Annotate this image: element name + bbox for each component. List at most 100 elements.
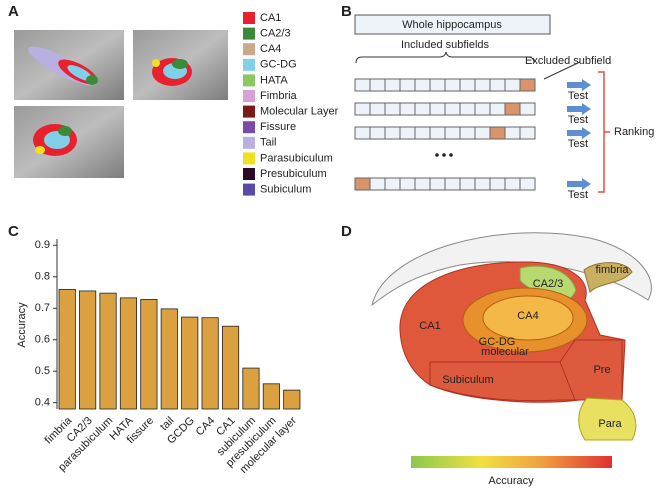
bar: [79, 290, 97, 410]
cell: [399, 78, 416, 92]
legend-swatch: [243, 121, 255, 134]
legend-swatch: [243, 136, 255, 149]
whole-box: [354, 14, 551, 35]
legend-swatch: [243, 27, 255, 40]
bar: [99, 292, 117, 410]
cell: [429, 177, 446, 191]
y-tick-label: 0.9: [35, 239, 50, 251]
legend-label: GC-DG: [260, 59, 297, 71]
whole-label: Whole hippocampus: [402, 19, 502, 31]
ranking-bracket: [598, 71, 610, 193]
bar: [119, 297, 138, 410]
legend-swatch: [243, 105, 255, 118]
panel-label: D: [341, 223, 352, 240]
cell: [444, 126, 461, 140]
cell: [504, 78, 521, 92]
y-tick-label: 0.8: [35, 271, 50, 283]
cell: [354, 126, 371, 140]
region-label: molecular: [481, 346, 529, 358]
cell: [474, 177, 491, 191]
cell: [489, 177, 506, 191]
panel-label: C: [8, 223, 19, 240]
region-label: CA1: [419, 320, 440, 332]
legend-swatch: [243, 58, 255, 71]
test-label: Test: [568, 138, 588, 150]
legend-swatch: [243, 74, 255, 87]
legend-swatch: [243, 152, 255, 165]
region-label: fimbria: [595, 264, 629, 276]
cell: [519, 126, 536, 140]
colorbar-label: Accuracy: [488, 475, 534, 487]
cell: [519, 78, 536, 92]
cell: [519, 102, 536, 116]
cell: [384, 126, 401, 140]
legend-swatch: [243, 12, 255, 24]
x-tick-label: CA4: [194, 415, 218, 439]
bar: [160, 308, 178, 410]
cell: [399, 177, 416, 191]
region-label: CA4: [517, 310, 538, 322]
cell: [459, 177, 476, 191]
arrow: [567, 79, 591, 91]
bar: [283, 389, 301, 410]
arrow: [567, 103, 591, 115]
cell: [444, 177, 461, 191]
panel-label: A: [8, 3, 19, 20]
cell: [444, 78, 461, 92]
cell: [354, 177, 371, 191]
legend-label: Fissure: [260, 121, 296, 133]
legend-swatch: [243, 90, 255, 102]
cell: [369, 102, 386, 116]
legend-label: Subiculum: [260, 184, 311, 196]
cell: [504, 177, 521, 191]
region-label: Pre: [593, 364, 610, 376]
legend-label: Fimbria: [260, 90, 298, 102]
cell: [474, 102, 491, 116]
panel-label: B: [341, 3, 352, 20]
y-tick-label: 0.4: [35, 397, 50, 409]
bar: [221, 325, 240, 410]
cell: [384, 177, 401, 191]
cell: [369, 78, 386, 92]
cell: [429, 102, 446, 116]
region-label: CA2/3: [533, 278, 564, 290]
cell: [504, 126, 521, 140]
cell: [489, 102, 506, 116]
arrow: [567, 127, 591, 139]
excluded-label: Excluded subfield: [525, 55, 611, 67]
colorbar: [411, 456, 612, 468]
legend-label: Parasubiculum: [260, 152, 333, 164]
arrow: [567, 178, 591, 190]
ellipsis: [435, 153, 453, 157]
y-tick-label: 0.6: [35, 334, 50, 346]
cell: [489, 78, 506, 92]
cell: [459, 78, 476, 92]
region-label: GC-DG: [479, 336, 516, 348]
cell: [414, 102, 431, 116]
cell: [429, 78, 446, 92]
legend-label: CA1: [260, 12, 281, 24]
cell: [489, 126, 506, 140]
ranking-label: Ranking: [614, 126, 654, 138]
bar: [201, 317, 219, 410]
included-label: Included subfields: [401, 39, 490, 51]
mri-images: [14, 30, 228, 178]
y-axis-label: Accuracy: [16, 302, 28, 348]
bar: [58, 288, 76, 410]
brace: [355, 51, 535, 64]
cell: [414, 177, 431, 191]
cell: [444, 102, 461, 116]
cell: [414, 126, 431, 140]
y-tick-label: 0.5: [35, 365, 50, 377]
region-label: Para: [598, 418, 622, 430]
cell: [384, 102, 401, 116]
legend-swatch: [243, 168, 255, 180]
cell: [459, 126, 476, 140]
cell: [384, 78, 401, 92]
bar: [140, 299, 158, 410]
y-tick-label: 0.7: [35, 302, 50, 314]
cell: [459, 102, 476, 116]
bar: [262, 383, 280, 410]
legend-label: CA2/3: [260, 28, 291, 40]
